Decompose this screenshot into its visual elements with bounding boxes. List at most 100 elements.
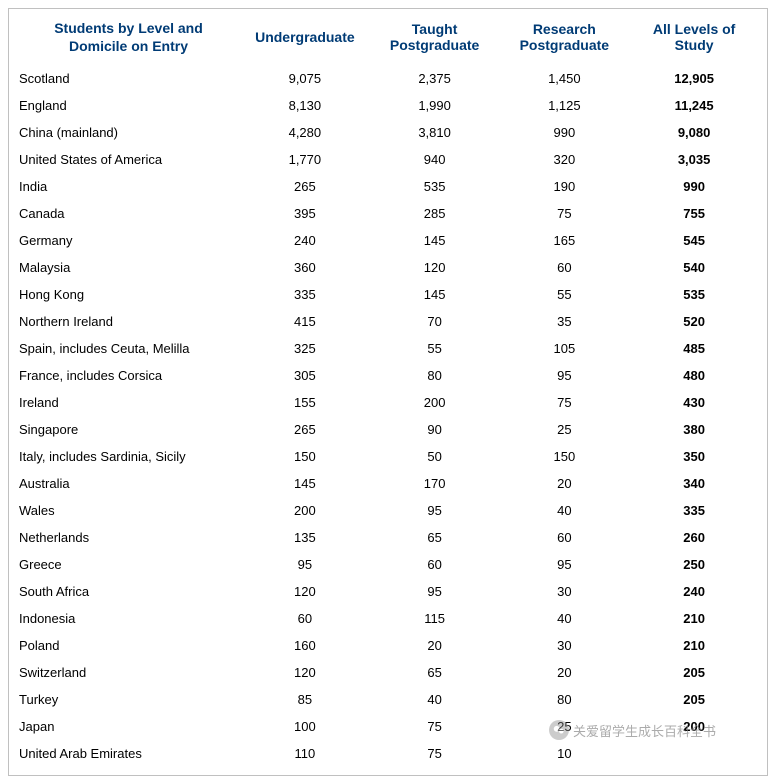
domicile-label: Switzerland (17, 659, 240, 686)
value-cell: 120 (240, 578, 370, 605)
table-row: China (mainland)4,2803,8109909,080 (17, 119, 759, 146)
value-cell: 320 (499, 146, 629, 173)
value-cell: 20 (370, 632, 500, 659)
table-row: Australia14517020340 (17, 470, 759, 497)
value-cell: 30 (499, 578, 629, 605)
total-cell: 545 (629, 227, 759, 254)
table-row: Greece956095250 (17, 551, 759, 578)
table-row: Northern Ireland4157035520 (17, 308, 759, 335)
domicile-label: Greece (17, 551, 240, 578)
header-col3-word1: All Levels of (653, 21, 735, 37)
table-row: United States of America1,7709403203,035 (17, 146, 759, 173)
domicile-label: Spain, includes Ceuta, Melilla (17, 335, 240, 362)
domicile-label: Germany (17, 227, 240, 254)
value-cell: 2,375 (370, 65, 500, 92)
wechat-icon (549, 720, 569, 740)
value-cell: 940 (370, 146, 500, 173)
value-cell: 265 (240, 416, 370, 443)
domicile-label: Ireland (17, 389, 240, 416)
value-cell: 150 (240, 443, 370, 470)
total-cell: 210 (629, 605, 759, 632)
table-row: Switzerland1206520205 (17, 659, 759, 686)
value-cell: 35 (499, 308, 629, 335)
table-row: Ireland15520075430 (17, 389, 759, 416)
domicile-label: Malaysia (17, 254, 240, 281)
total-cell: 11,245 (629, 92, 759, 119)
table-row: Canada39528575755 (17, 200, 759, 227)
table-row: Wales2009540335 (17, 497, 759, 524)
value-cell: 9,075 (240, 65, 370, 92)
value-cell: 30 (499, 632, 629, 659)
value-cell: 90 (370, 416, 500, 443)
value-cell: 40 (370, 686, 500, 713)
value-cell: 160 (240, 632, 370, 659)
table-row: Malaysia36012060540 (17, 254, 759, 281)
domicile-label: South Africa (17, 578, 240, 605)
value-cell: 305 (240, 362, 370, 389)
watermark-text: 关爱留学生成长百科全书 (573, 721, 716, 740)
total-cell: 205 (629, 659, 759, 686)
value-cell: 80 (499, 686, 629, 713)
table-row: Germany240145165545 (17, 227, 759, 254)
value-cell: 85 (240, 686, 370, 713)
table-row: Singapore2659025380 (17, 416, 759, 443)
value-cell: 75 (499, 200, 629, 227)
value-cell: 265 (240, 173, 370, 200)
value-cell: 55 (499, 281, 629, 308)
value-cell: 240 (240, 227, 370, 254)
value-cell: 200 (240, 497, 370, 524)
students-table-container: Students by Level and Domicile on Entry … (8, 8, 768, 776)
value-cell: 120 (370, 254, 500, 281)
total-cell: 755 (629, 200, 759, 227)
total-cell: 540 (629, 254, 759, 281)
value-cell: 40 (499, 605, 629, 632)
value-cell: 95 (499, 551, 629, 578)
value-cell: 60 (240, 605, 370, 632)
value-cell: 200 (370, 389, 500, 416)
total-cell: 9,080 (629, 119, 759, 146)
domicile-label: Poland (17, 632, 240, 659)
domicile-label: Hong Kong (17, 281, 240, 308)
header-domicile: Students by Level and Domicile on Entry (17, 13, 240, 65)
total-cell: 12,905 (629, 65, 759, 92)
total-cell: 380 (629, 416, 759, 443)
total-cell: 480 (629, 362, 759, 389)
value-cell: 395 (240, 200, 370, 227)
domicile-label: Singapore (17, 416, 240, 443)
total-cell: 240 (629, 578, 759, 605)
table-row: Poland1602030210 (17, 632, 759, 659)
value-cell: 135 (240, 524, 370, 551)
value-cell: 8,130 (240, 92, 370, 119)
value-cell: 60 (499, 254, 629, 281)
total-cell: 535 (629, 281, 759, 308)
value-cell: 325 (240, 335, 370, 362)
domicile-label: Northern Ireland (17, 308, 240, 335)
value-cell: 115 (370, 605, 500, 632)
table-row: France, includes Corsica3058095480 (17, 362, 759, 389)
value-cell: 40 (499, 497, 629, 524)
header-title-line2: Domicile on Entry (69, 38, 188, 54)
table-row: Italy, includes Sardinia, Sicily15050150… (17, 443, 759, 470)
table-row: Hong Kong33514555535 (17, 281, 759, 308)
value-cell: 95 (370, 497, 500, 524)
table-row: England8,1301,9901,12511,245 (17, 92, 759, 119)
domicile-label: Scotland (17, 65, 240, 92)
value-cell: 535 (370, 173, 500, 200)
table-row: Turkey854080205 (17, 686, 759, 713)
value-cell: 25 (499, 416, 629, 443)
value-cell: 65 (370, 524, 500, 551)
value-cell: 285 (370, 200, 500, 227)
domicile-label: France, includes Corsica (17, 362, 240, 389)
value-cell: 65 (370, 659, 500, 686)
value-cell: 60 (370, 551, 500, 578)
total-cell: 990 (629, 173, 759, 200)
header-title-line1: Students by Level and (54, 20, 203, 36)
domicile-label: Canada (17, 200, 240, 227)
value-cell: 95 (499, 362, 629, 389)
value-cell: 20 (499, 470, 629, 497)
value-cell: 70 (370, 308, 500, 335)
total-cell: 3,035 (629, 146, 759, 173)
domicile-label: Australia (17, 470, 240, 497)
table-row: South Africa1209530240 (17, 578, 759, 605)
domicile-label: United States of America (17, 146, 240, 173)
